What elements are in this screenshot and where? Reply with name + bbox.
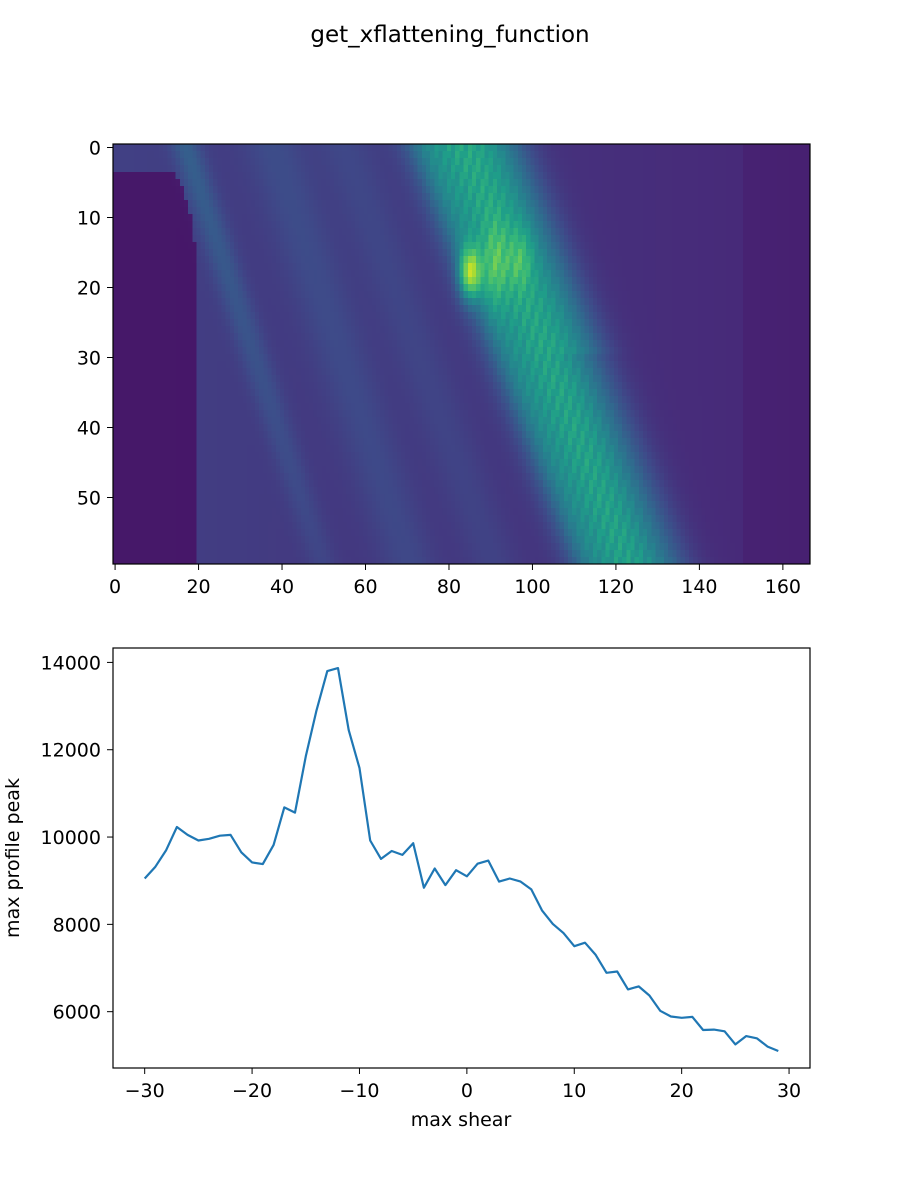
heatmap-y-tick-label: 50 (77, 488, 101, 510)
heatmap-x-tick-label: 20 (186, 576, 210, 598)
heatmap-x-axis: 0 20 40 60 80 100 120 140 160 (109, 564, 801, 598)
heatmap-x-tick-label: 0 (109, 576, 121, 598)
heatmap-y-tick-label: 20 (77, 278, 101, 300)
line-y-tick-label: 12000 (41, 740, 101, 762)
line-x-tick-label: 30 (777, 1080, 801, 1102)
line-x-tick-label: −10 (339, 1080, 379, 1102)
heatmap-x-tick-label: 40 (270, 576, 294, 598)
heatmap-image (113, 144, 810, 564)
line-y-tick-label: 6000 (53, 1002, 101, 1024)
line-plot-frame (112, 647, 811, 1069)
line-x-tick-label: 0 (461, 1080, 473, 1102)
line-y-tick-label: 10000 (41, 827, 101, 849)
heatmap-y-tick-label: 40 (77, 418, 101, 440)
line-panel: −30 −20 −10 0 10 20 30 6000 8000 10000 12000 14000… (2, 647, 811, 1131)
line-y-tick-label: 14000 (41, 652, 101, 674)
line-x-tick-label: 10 (562, 1080, 586, 1102)
heatmap-panel: 0 20 40 60 80 100 120 140 160 0 10 20 30 40 50 (77, 138, 811, 598)
heatmap-x-tick-label: 80 (437, 576, 461, 598)
x-axis-label: max shear (411, 1109, 512, 1131)
line-series (143, 666, 779, 1053)
line-x-axis: −30 −20 −10 0 10 20 30 (125, 1068, 801, 1102)
line-y-tick-label: 8000 (53, 914, 101, 936)
heatmap-y-axis: 0 10 20 30 40 50 (77, 138, 113, 510)
line-x-tick-label: 20 (670, 1080, 694, 1102)
heatmap-y-tick-label: 30 (77, 348, 101, 370)
heatmap-y-tick-label: 0 (89, 138, 101, 160)
heatmap-y-tick-label: 10 (77, 208, 101, 230)
line-y-axis: 6000 8000 10000 12000 14000 (41, 652, 113, 1024)
heatmap-x-tick-label: 100 (514, 576, 550, 598)
heatmap-x-tick-label: 160 (765, 576, 801, 598)
heatmap-x-tick-label: 140 (681, 576, 717, 598)
heatmap-frame (112, 143, 811, 565)
line-x-tick-label: −30 (125, 1080, 165, 1102)
figure-title: get_xflattening_function (310, 22, 589, 48)
heatmap-x-tick-label: 60 (353, 576, 377, 598)
line-x-tick-label: −20 (232, 1080, 272, 1102)
heatmap-x-tick-label: 120 (598, 576, 634, 598)
y-axis-label: max profile peak (2, 778, 24, 938)
